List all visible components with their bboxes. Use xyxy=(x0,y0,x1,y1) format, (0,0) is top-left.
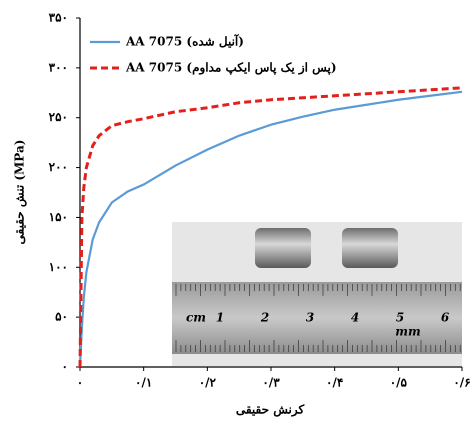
ruler-label: 1 xyxy=(216,311,224,325)
ruler-label: 2 xyxy=(260,311,269,325)
chart: cm 1 2 3 4 5 6 mm کرنش حقیقی تنش حقیقی (MPa) ۰ ۵… xyxy=(0,0,470,429)
y-tick-label: ۵۰ xyxy=(55,310,68,324)
ruler-label: 4 xyxy=(351,311,359,325)
y-tick-label: ۲۵۰ xyxy=(49,110,68,124)
ruler-label: cm xyxy=(186,311,206,325)
ruler-label: 3 xyxy=(306,311,314,325)
ruler-label: 6 xyxy=(441,311,450,325)
x-tick-label: ۰/۴ xyxy=(326,376,343,390)
ruler-label: 5 xyxy=(396,311,404,325)
y-tick-label: ۰ xyxy=(62,360,68,374)
y-tick-label: ۲۰۰ xyxy=(49,160,68,174)
legend-label: AA 7075 (پس از یک پاس ایکپ مداوم) xyxy=(125,61,337,76)
specimen xyxy=(255,228,311,268)
ruler-label: mm xyxy=(395,325,420,339)
x-tick-label: ۰/۱ xyxy=(135,376,152,390)
y-tick-label: ۱۵۰ xyxy=(49,210,68,224)
y-axis-title: تنش حقیقی (MPa) xyxy=(13,140,28,245)
x-tick-label: ۰/۶ xyxy=(453,376,470,390)
inset-photo: cm 1 2 3 4 5 6 mm xyxy=(172,222,462,366)
legend-label: AA 7075 (آنیل شده) xyxy=(125,33,244,49)
x-tick-label: ۰ xyxy=(77,376,83,390)
y-tick-label: ۳۵۰ xyxy=(49,11,68,25)
x-tick-label: ۰/۳ xyxy=(262,376,280,390)
x-axis-title: کرنش حقیقی xyxy=(236,403,305,418)
y-tick-label: ۱۰۰ xyxy=(49,260,68,274)
x-tick-label: ۰/۲ xyxy=(199,376,217,390)
x-tick-label: ۰/۵ xyxy=(390,376,408,390)
specimen xyxy=(342,228,398,268)
y-tick-label: ۳۰۰ xyxy=(49,60,68,74)
